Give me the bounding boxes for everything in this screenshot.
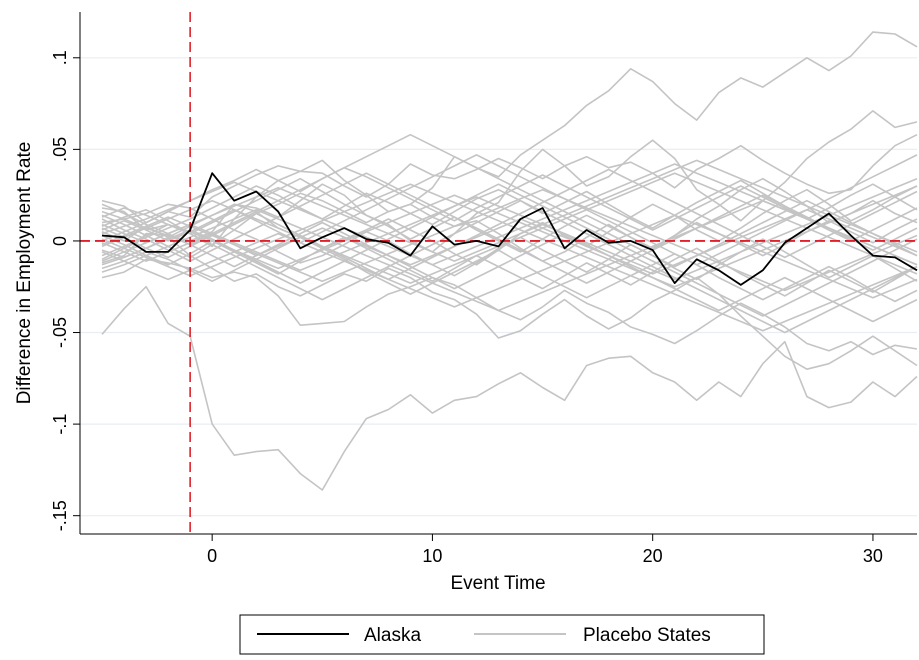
legend: Alaska Placebo States <box>239 614 765 655</box>
gridlines <box>80 57 917 517</box>
placebo-line-11 <box>101 236 918 303</box>
y-tick-label: .05 <box>50 137 70 162</box>
legend-label-alaska: Alaska <box>364 625 421 646</box>
x-axis-title: Event Time <box>450 573 545 594</box>
x-ticks: 0 10 20 30 <box>207 534 883 566</box>
placebo-line-7 <box>101 214 918 282</box>
placebo-lines <box>101 31 918 491</box>
y-tick-label: 0 <box>50 236 70 246</box>
y-tick-label: -.1 <box>50 414 70 435</box>
placebo-line-24 <box>101 188 918 292</box>
x-tick-label: 10 <box>422 546 442 566</box>
alaska-line <box>101 172 918 286</box>
placebo-line-22 <box>101 214 918 308</box>
placebo-line-12 <box>101 166 918 242</box>
x-tick-label: 20 <box>643 546 663 566</box>
placebo-line-23 <box>101 159 918 262</box>
legend-label-placebo: Placebo States <box>583 625 711 646</box>
x-tick-label: 30 <box>863 546 883 566</box>
placebo-line-16 <box>101 199 918 334</box>
placebo-line-3 <box>101 225 918 371</box>
placebo-line-27 <box>101 183 918 332</box>
y-tick-label: -.05 <box>50 317 70 348</box>
placebo-line-14 <box>101 168 918 281</box>
placebo-line-19 <box>101 133 918 268</box>
placebo-line-25 <box>101 185 918 288</box>
placebo-line-29 <box>101 177 918 281</box>
x-tick-label: 0 <box>207 546 217 566</box>
reference-lines <box>80 12 917 534</box>
placebo-line-9 <box>101 234 918 297</box>
placebo-line-4 <box>101 258 918 356</box>
placebo-line-13 <box>101 203 918 323</box>
placebo-line-15 <box>101 172 918 284</box>
placebo-line-30 <box>101 285 918 491</box>
axes <box>79 12 917 535</box>
placebo-line-26 <box>101 199 918 312</box>
y-axis-title: Difference in Employment Rate <box>14 142 35 405</box>
placebo-line-28 <box>101 172 918 284</box>
alaska-line-group <box>101 172 918 286</box>
y-tick-label: -.15 <box>50 500 70 531</box>
placebo-line-1 <box>101 31 918 248</box>
y-ticks: -.15 -.1 -.05 0 .05 .1 <box>50 50 80 531</box>
y-tick-label: .1 <box>50 50 70 65</box>
